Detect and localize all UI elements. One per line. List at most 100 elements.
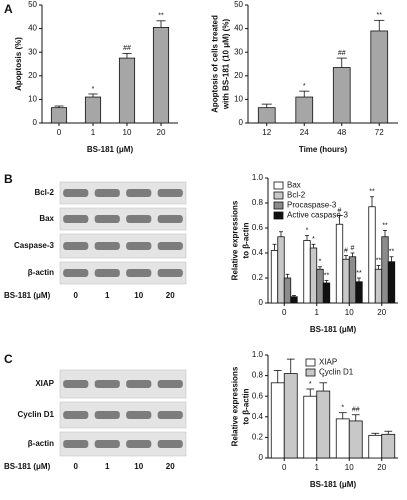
blot-band [63, 411, 89, 419]
y-axis-label: Apoptosis of cells treated [211, 15, 220, 113]
blot-lane-label: 1 [105, 291, 110, 300]
bar [290, 296, 298, 304]
y-tick-label: 10 [234, 95, 243, 104]
legend-label: Active caspase-3 [287, 211, 348, 220]
blot-lane-title: BS-181 (μM) [4, 291, 51, 300]
legend-swatch [273, 181, 284, 190]
significance-label: ** [324, 272, 330, 279]
blot-lane-label: 10 [134, 462, 143, 471]
significance-label: * [303, 83, 306, 90]
error-bar [156, 20, 166, 28]
error-bar [299, 90, 310, 98]
blot-band [63, 380, 89, 388]
x-tick-label: 20 [157, 128, 166, 137]
significance-label: ** [382, 222, 388, 229]
legend-label: Cyclin D1 [319, 368, 354, 377]
significance-label: * [92, 86, 95, 93]
significance-label: ** [389, 249, 395, 256]
blot-band [126, 242, 152, 250]
y-tick-label: 0.2 [252, 433, 264, 442]
y-tick-label: 0 [259, 298, 264, 307]
significance-label: ## [352, 407, 360, 414]
blot-strip [59, 261, 187, 285]
bar [381, 236, 389, 304]
blot-strip [59, 207, 187, 231]
y-tick-label: 0.6 [252, 223, 264, 232]
error-bar [318, 266, 322, 270]
bar [257, 107, 276, 124]
y-tick-label: 0.6 [252, 391, 264, 400]
x-axis-label: BS-181 (μM) [310, 480, 357, 489]
bar [368, 206, 376, 304]
blot-band [157, 242, 183, 250]
blot-strip [59, 181, 187, 205]
y-tick-label: 0.8 [252, 371, 264, 380]
blot-band [94, 215, 120, 223]
error-bar [350, 252, 355, 257]
error-bar [351, 414, 360, 421]
y-axis-label: Relative expressions [231, 366, 240, 446]
significance-label: ** [377, 12, 383, 19]
y-tick-label: 0.4 [252, 248, 264, 257]
blot-band [63, 189, 89, 197]
blot-row-label: Bax [39, 214, 54, 223]
blot-band [126, 215, 152, 223]
blot-row-label: Cyclin D1 [18, 410, 55, 419]
bar [335, 418, 350, 459]
blot-band [157, 215, 183, 223]
y-tick-label: 0.8 [252, 198, 264, 207]
bar [283, 277, 292, 304]
significance-label: * [319, 259, 322, 266]
error-bar [311, 243, 316, 248]
bar [348, 256, 357, 304]
bar [309, 247, 318, 304]
legend-swatch [273, 201, 284, 210]
blot-lane-label: 1 [105, 462, 110, 471]
blot-band [126, 189, 152, 197]
error-bar [286, 358, 295, 374]
y-tick-label: 30 [28, 47, 37, 56]
blot-row-label: β-actin [28, 439, 54, 448]
error-bar [279, 231, 283, 237]
bar [335, 223, 344, 304]
legend-swatch [273, 211, 284, 220]
significance-label: ** [356, 270, 362, 277]
error-bar [305, 235, 309, 241]
error-bar [357, 277, 361, 282]
error-bar [389, 256, 394, 262]
significance-label: * [309, 381, 312, 388]
legend-label: Bax [287, 181, 301, 190]
y-tick-label: 40 [28, 24, 37, 33]
x-tick-label: 20 [377, 308, 386, 317]
bar [303, 395, 318, 459]
significance-label: # [351, 245, 355, 252]
error-bar [338, 412, 347, 419]
y-axis-label: to β-actin [242, 222, 251, 258]
error-bar [371, 432, 380, 436]
bar [316, 268, 324, 304]
panel-letter: C [4, 352, 13, 366]
bar [283, 373, 298, 459]
blot-band [157, 380, 183, 388]
x-tick-label: 1 [315, 308, 320, 317]
y-tick-label: 0 [33, 118, 38, 127]
blot-band [157, 189, 183, 197]
bar [316, 390, 331, 459]
x-axis-label: Time (hours) [299, 145, 348, 154]
significance-label: ## [123, 45, 131, 52]
x-axis-label: BS-181 (μM) [310, 325, 357, 334]
significance-label: * [312, 236, 315, 243]
blot-band [63, 215, 89, 223]
error-bar [383, 230, 387, 237]
blot-lane-label: 20 [166, 462, 175, 471]
error-bar [54, 105, 64, 108]
significance-label: * [322, 375, 325, 382]
panel-letter: B [4, 172, 13, 186]
bar [374, 268, 383, 304]
bar [270, 250, 279, 304]
y-tick-label: 50 [234, 0, 243, 9]
y-tick-label: 0.4 [252, 412, 264, 421]
blot-band [94, 380, 120, 388]
blot-lane-label: 0 [74, 291, 79, 300]
